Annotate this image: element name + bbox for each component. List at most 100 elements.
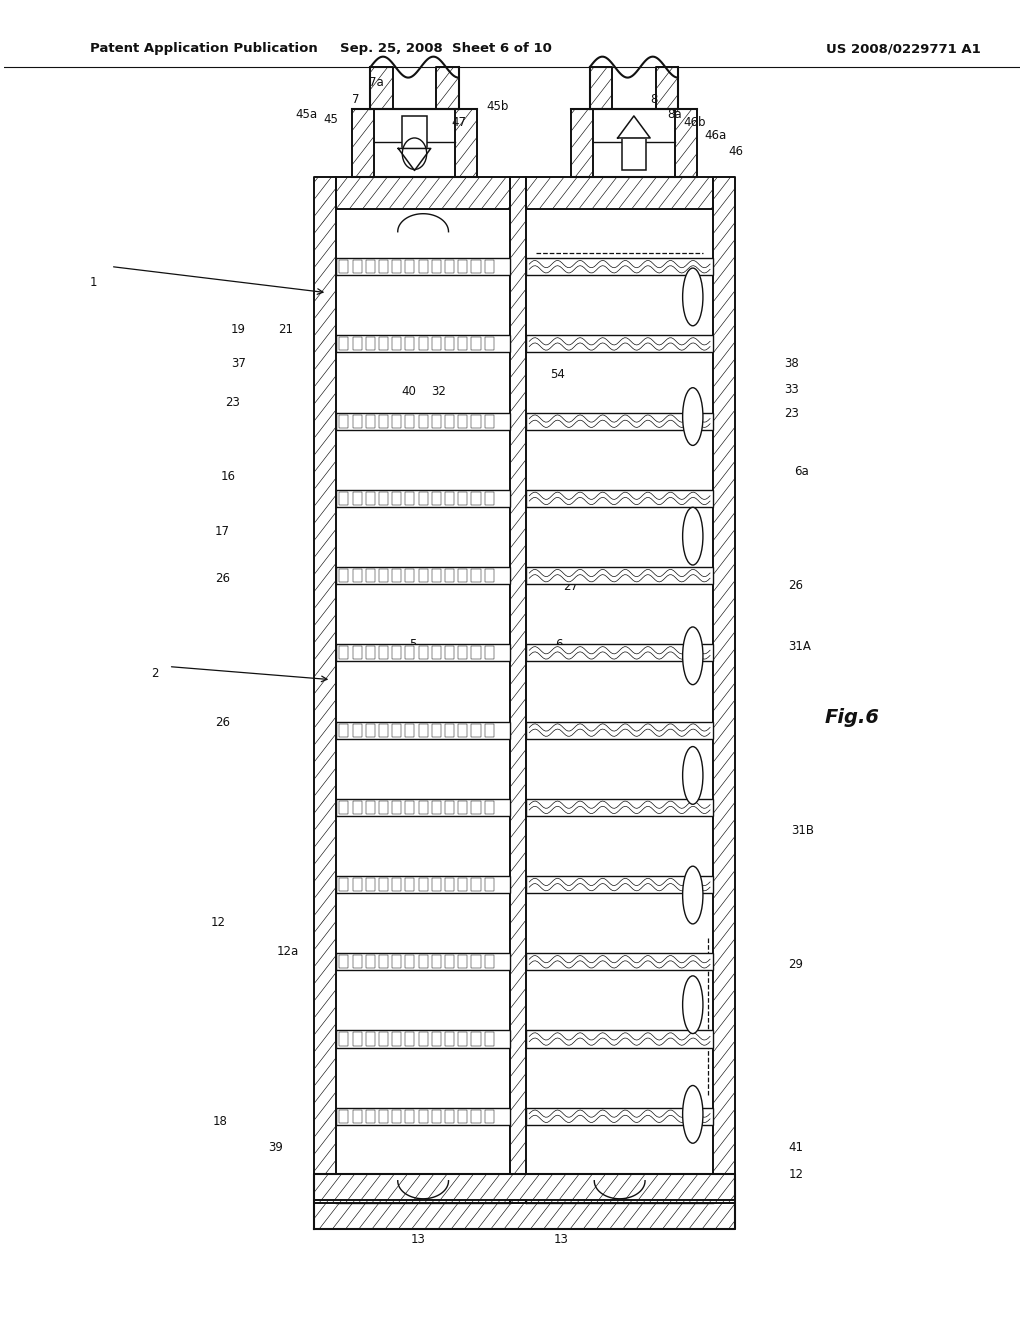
Text: 47: 47: [452, 116, 467, 129]
Bar: [339, 1110, 348, 1123]
Bar: [336, 1031, 510, 1048]
Bar: [406, 338, 415, 351]
Bar: [339, 338, 348, 351]
Bar: [471, 569, 480, 582]
Bar: [419, 956, 428, 969]
Bar: [366, 338, 375, 351]
Bar: [366, 878, 375, 891]
Bar: [406, 414, 415, 428]
Bar: [458, 801, 467, 814]
Bar: [471, 647, 480, 660]
Bar: [526, 1107, 713, 1125]
Bar: [458, 1110, 467, 1123]
Text: Patent Application Publication: Patent Application Publication: [90, 42, 318, 55]
Bar: [379, 801, 388, 814]
Bar: [336, 876, 510, 894]
Bar: [432, 956, 441, 969]
Bar: [339, 723, 348, 737]
Bar: [484, 492, 494, 506]
Bar: [471, 723, 480, 737]
Text: 12: 12: [788, 1168, 803, 1180]
Bar: [526, 335, 713, 352]
Ellipse shape: [683, 388, 702, 445]
Text: 6a: 6a: [795, 465, 809, 478]
Bar: [458, 723, 467, 737]
Bar: [622, 139, 646, 170]
Bar: [445, 1110, 454, 1123]
Text: 29: 29: [788, 958, 803, 970]
Bar: [366, 414, 375, 428]
Bar: [406, 801, 415, 814]
Bar: [406, 956, 415, 969]
Bar: [432, 569, 441, 582]
Text: 31A: 31A: [788, 640, 811, 653]
Bar: [366, 801, 375, 814]
Bar: [392, 492, 401, 506]
Bar: [339, 260, 348, 273]
Bar: [419, 414, 428, 428]
Text: 1: 1: [90, 276, 97, 289]
Bar: [379, 956, 388, 969]
Text: 27: 27: [563, 579, 578, 593]
Text: 8: 8: [650, 94, 657, 107]
Text: 26: 26: [215, 572, 229, 585]
Bar: [458, 647, 467, 660]
Ellipse shape: [683, 627, 702, 685]
Bar: [419, 723, 428, 737]
Polygon shape: [617, 116, 650, 139]
Bar: [445, 338, 454, 351]
Bar: [352, 956, 361, 969]
Text: 23: 23: [784, 407, 799, 420]
Bar: [352, 492, 361, 506]
Bar: [484, 569, 494, 582]
Bar: [471, 1110, 480, 1123]
Bar: [336, 490, 510, 507]
Bar: [526, 799, 713, 816]
Text: Fig.6: Fig.6: [824, 709, 880, 727]
Bar: [526, 876, 713, 894]
Bar: [392, 878, 401, 891]
Bar: [379, 647, 388, 660]
Bar: [339, 878, 348, 891]
Bar: [336, 722, 510, 739]
Text: 7a: 7a: [369, 77, 383, 90]
Bar: [366, 1032, 375, 1045]
Text: 2: 2: [151, 667, 159, 680]
Bar: [526, 644, 713, 661]
Bar: [366, 647, 375, 660]
Bar: [379, 260, 388, 273]
Text: 16: 16: [221, 470, 236, 483]
Bar: [402, 116, 427, 148]
Text: 45a: 45a: [296, 108, 317, 121]
Bar: [458, 956, 467, 969]
Bar: [471, 956, 480, 969]
Bar: [484, 956, 494, 969]
Bar: [336, 335, 510, 352]
Bar: [432, 260, 441, 273]
Text: 19: 19: [230, 323, 246, 337]
Bar: [406, 569, 415, 582]
Bar: [366, 956, 375, 969]
Bar: [336, 953, 510, 970]
Bar: [336, 799, 510, 816]
Bar: [432, 1032, 441, 1045]
Text: 13: 13: [553, 1233, 568, 1246]
Bar: [339, 1032, 348, 1045]
Text: 32: 32: [431, 384, 446, 397]
Ellipse shape: [683, 268, 702, 326]
Bar: [339, 801, 348, 814]
Bar: [339, 647, 348, 660]
Text: 5: 5: [410, 638, 417, 651]
Text: 17: 17: [215, 525, 229, 539]
Text: 45: 45: [324, 114, 339, 127]
Bar: [419, 1032, 428, 1045]
Text: 40: 40: [401, 384, 416, 397]
Bar: [379, 338, 388, 351]
Bar: [432, 492, 441, 506]
Text: 38: 38: [784, 358, 799, 370]
Bar: [419, 801, 428, 814]
Text: 26: 26: [215, 717, 229, 730]
Bar: [419, 569, 428, 582]
Polygon shape: [398, 148, 431, 170]
Bar: [366, 260, 375, 273]
